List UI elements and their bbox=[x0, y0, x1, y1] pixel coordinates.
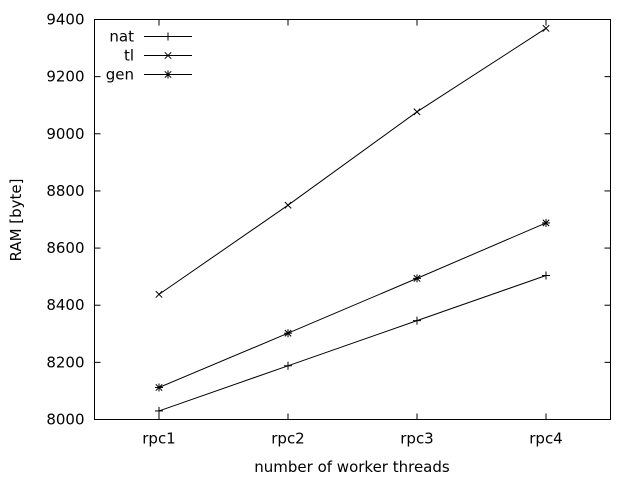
marker-cross bbox=[155, 290, 163, 298]
x-axis: rpc1 rpc2 rpc3 rpc4 bbox=[142, 19, 563, 448]
marker-cross bbox=[284, 201, 292, 209]
legend-label-gen: gen bbox=[106, 66, 134, 84]
x-tick-label: rpc1 bbox=[142, 430, 175, 448]
y-tick-label: 8200 bbox=[46, 353, 84, 371]
marker-plus bbox=[542, 271, 550, 280]
y-axis-label: RAM [byte] bbox=[7, 179, 25, 262]
y-tick-label: 8600 bbox=[46, 239, 84, 257]
marker-star bbox=[542, 218, 550, 227]
marker-star bbox=[164, 70, 172, 79]
marker-plus bbox=[164, 32, 172, 41]
y-axis: 8000 8200 8400 8600 8800 9000 9200 9400 bbox=[46, 11, 611, 429]
y-tick-label: 9000 bbox=[46, 125, 84, 143]
x-tick-label: rpc3 bbox=[400, 430, 433, 448]
marker-star bbox=[284, 329, 292, 338]
series-line-nat bbox=[158, 275, 547, 412]
marker-star bbox=[413, 274, 421, 283]
y-tick-label: 8400 bbox=[46, 296, 84, 314]
x-tick-label: rpc2 bbox=[271, 430, 304, 448]
marker-star bbox=[155, 383, 163, 392]
marker-cross bbox=[413, 108, 421, 116]
y-tick-label: 8000 bbox=[46, 411, 84, 429]
y-tick-label: 9400 bbox=[46, 11, 84, 29]
marker-plus bbox=[155, 406, 163, 415]
x-tick-label: rpc4 bbox=[529, 430, 562, 448]
series-line-gen bbox=[158, 222, 547, 388]
plot-frame bbox=[94, 19, 611, 420]
legend-label-tl: tl bbox=[124, 47, 134, 65]
marker-cross bbox=[164, 51, 172, 60]
marker-cross bbox=[542, 24, 550, 32]
series-group bbox=[155, 24, 550, 415]
y-tick-label: 8800 bbox=[46, 182, 84, 200]
marker-plus bbox=[284, 361, 292, 370]
series-line-tl bbox=[158, 27, 547, 295]
x-axis-label: number of worker threads bbox=[254, 458, 450, 476]
marker-plus bbox=[413, 316, 421, 325]
y-tick-label: 9200 bbox=[46, 68, 84, 86]
legend-label-nat: nat bbox=[109, 28, 134, 46]
